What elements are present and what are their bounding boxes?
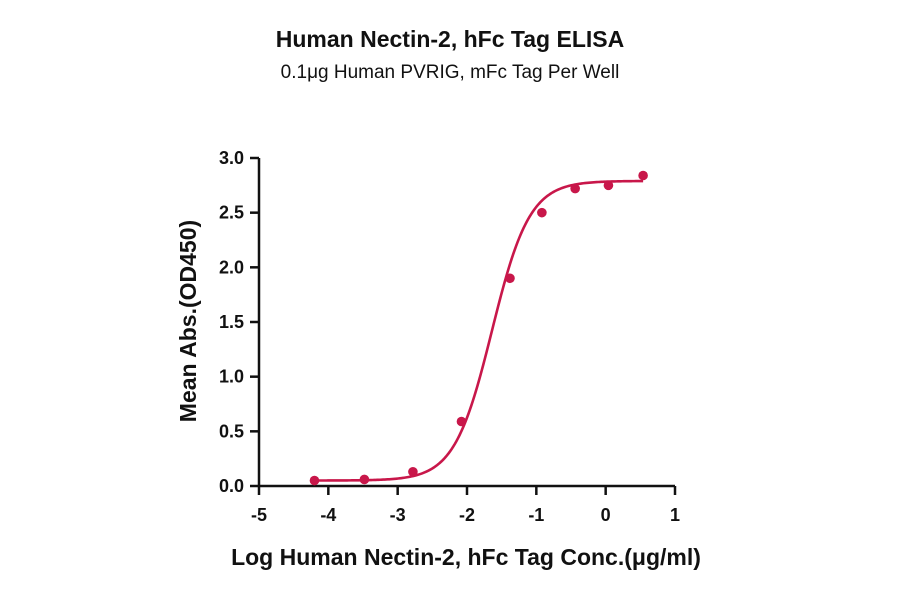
fit-curve-layer <box>314 179 644 482</box>
fit-curve-line <box>314 179 644 482</box>
x-tick-label: 0 <box>601 505 611 525</box>
x-tick-label: 1 <box>670 505 680 525</box>
data-point <box>603 180 614 191</box>
data-point <box>570 183 580 194</box>
y-tick-label: 0.0 <box>219 476 244 496</box>
y-tick-label: 1.5 <box>219 312 244 332</box>
y-tick-label: 3.0 <box>219 148 244 168</box>
x-tick-label: -4 <box>320 505 336 525</box>
y-axis-title: Mean Abs.(OD450) <box>175 220 201 422</box>
x-tick-label: -1 <box>528 505 544 525</box>
data-point <box>537 207 547 218</box>
data-point <box>456 416 467 427</box>
y-tick-label: 2.5 <box>219 203 244 223</box>
y-tick-label: 1.0 <box>219 367 244 387</box>
y-tick-label: 2.0 <box>219 257 244 277</box>
data-point <box>359 474 370 485</box>
data-points-layer <box>309 170 648 486</box>
data-point <box>505 273 515 284</box>
y-tick-label: 0.5 <box>219 421 244 441</box>
chart-title: Human Nectin-2, hFc Tag ELISA <box>275 26 625 52</box>
axes: -5 -4 -3 -2 -1 0 1 0.0 0.5 1.0 1.5 2.0 2.5 3.0 <box>219 148 680 525</box>
chart-subtitle: 0.1μg Human PVRIG, mFc Tag Per Well <box>280 62 620 83</box>
x-tick-label: -2 <box>459 505 475 525</box>
x-tick-label: -5 <box>251 505 267 525</box>
data-point <box>408 466 418 477</box>
data-point <box>638 170 648 181</box>
x-tick-label: -3 <box>390 505 406 525</box>
x-axis-title: Log Human Nectin-2, hFc Tag Conc.(μg/ml) <box>231 544 701 570</box>
data-point <box>309 475 320 486</box>
